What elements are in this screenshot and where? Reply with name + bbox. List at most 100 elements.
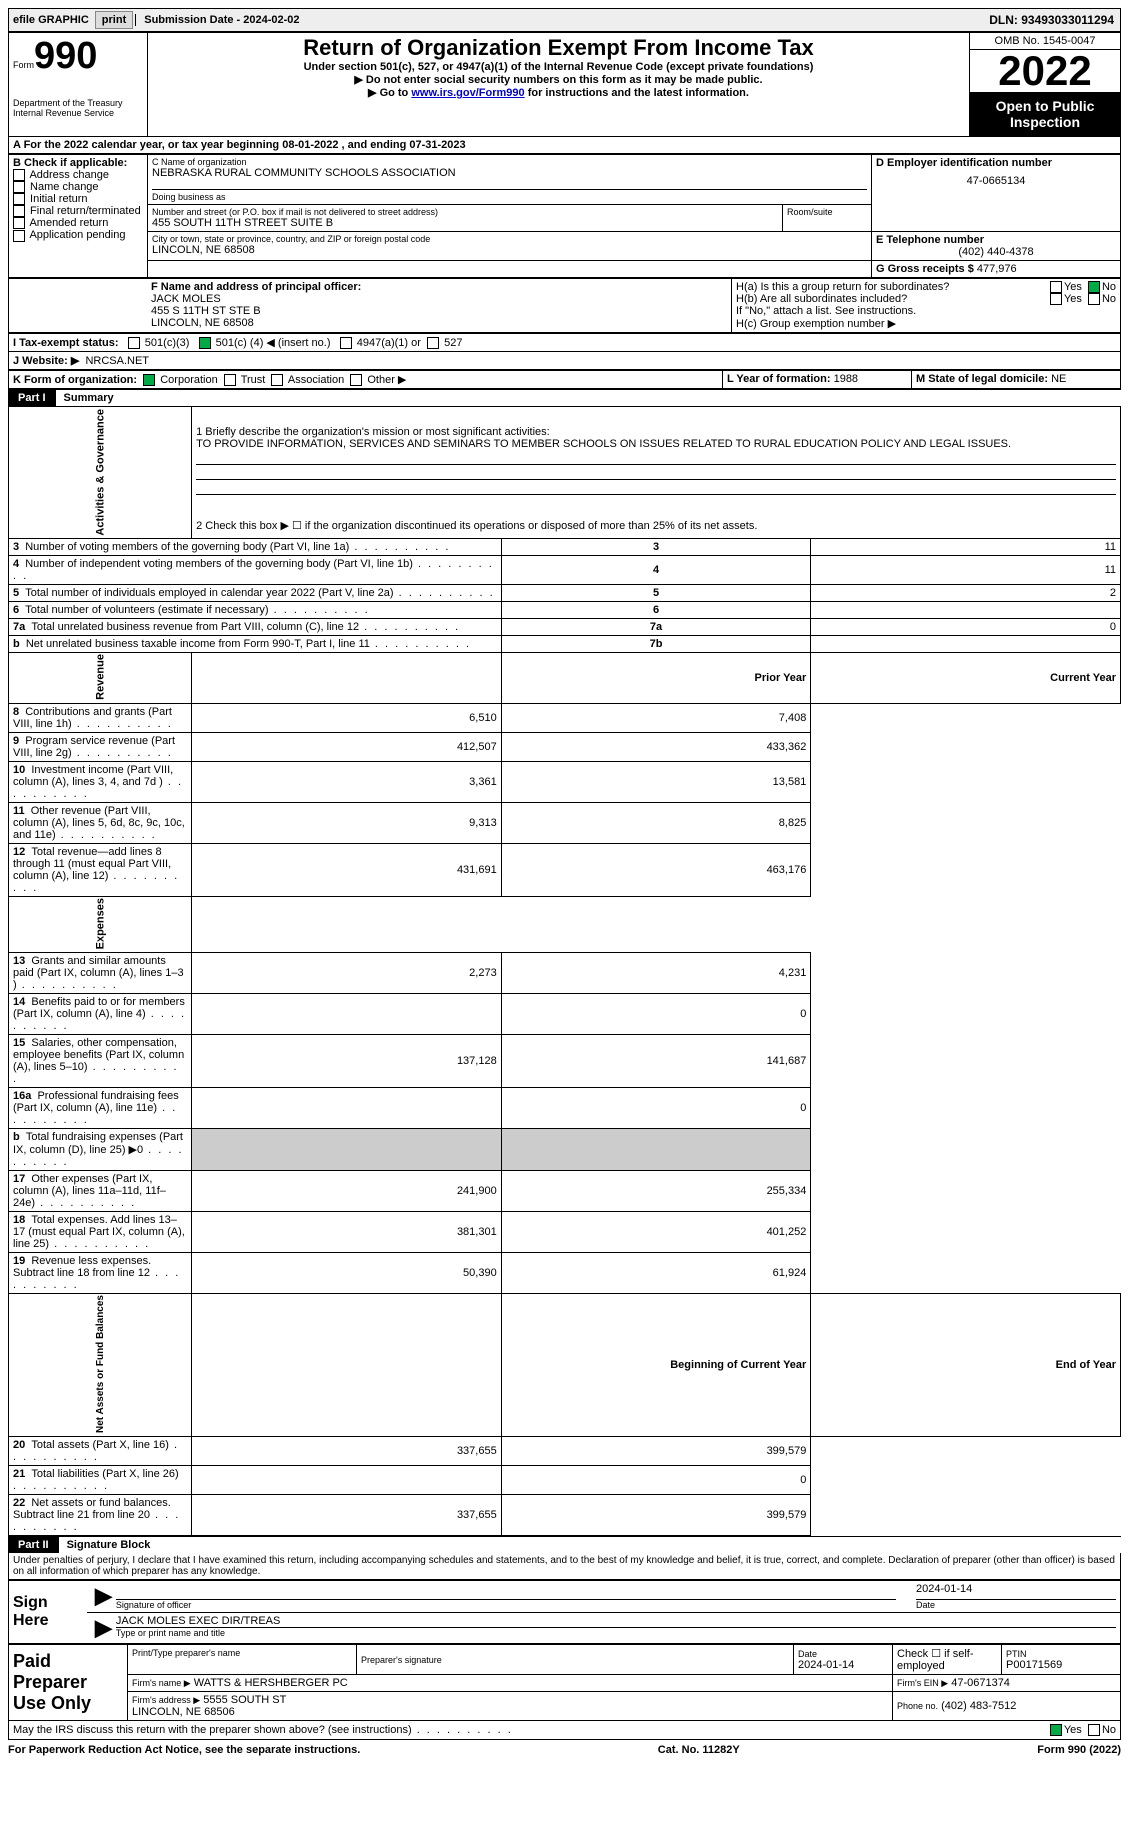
box-j-label: J Website: ▶ (13, 355, 79, 367)
street-address: 455 SOUTH 11TH STREET SUITE B (152, 217, 778, 229)
summary-row: 13 Grants and similar amounts paid (Part… (9, 952, 1121, 993)
org-form-block: K Form of organization: Corporation Trus… (8, 370, 1121, 389)
officer-addr2: LINCOLN, NE 68508 (151, 317, 727, 329)
side-revenue: Revenue (9, 652, 192, 703)
may-irs-row: May the IRS discuss this return with the… (8, 1721, 1121, 1740)
irs-link[interactable]: www.irs.gov/Form990 (411, 87, 524, 99)
dba-label: Doing business as (152, 189, 867, 202)
efile-label: efile GRAPHIC (9, 14, 93, 26)
preparer-block: Paid Preparer Use Only Print/Type prepar… (8, 1644, 1121, 1721)
firm-phone: (402) 483-7512 (941, 1700, 1016, 1712)
tax-year: 2022 (970, 50, 1120, 92)
hb-note: If "No," attach a list. See instructions… (736, 305, 1116, 317)
print-button[interactable]: print (95, 11, 133, 29)
box-b-header: B Check if applicable: (13, 157, 143, 169)
501c-checkbox[interactable] (199, 337, 211, 349)
hb-label: H(b) Are all subordinates included? (736, 293, 1050, 305)
summary-row: 10 Investment income (Part VIII, column … (9, 761, 1121, 802)
officer-print-name: JACK MOLES EXEC DIR/TREAS (116, 1615, 1116, 1628)
summary-row: 14 Benefits paid to or for members (Part… (9, 993, 1121, 1034)
side-expenses: Expenses (9, 896, 192, 952)
q1-label: 1 Briefly describe the organization's mi… (196, 426, 1116, 438)
form-title: Return of Organization Exempt From Incom… (152, 35, 965, 61)
summary-row: 3 Number of voting members of the govern… (9, 538, 1121, 555)
dept-label: Department of the Treasury Internal Reve… (13, 98, 143, 118)
box-e-label: E Telephone number (876, 234, 1116, 246)
ptin-value: P00171569 (1006, 1659, 1116, 1671)
box-k-label: K Form of organization: (13, 374, 137, 386)
org-name: NEBRASKA RURAL COMMUNITY SCHOOLS ASSOCIA… (152, 167, 867, 179)
gross-receipts: 477,976 (977, 263, 1017, 275)
ha-no-checkbox[interactable] (1088, 281, 1100, 293)
501c3-checkbox[interactable] (128, 337, 140, 349)
box-b-item: Final return/terminated (13, 205, 143, 217)
summary-row: 15 Salaries, other compensation, employe… (9, 1034, 1121, 1087)
box-c-label: C Name of organization (152, 157, 867, 167)
form-header: Form990 Department of the Treasury Inter… (8, 32, 1121, 137)
arrow-icon: ▶ (91, 1583, 116, 1610)
firm-name: WATTS & HERSHBERGER PC (194, 1677, 348, 1689)
domicile-state: NE (1051, 373, 1066, 385)
entity-info-block: B Check if applicable: Address change Na… (8, 154, 1121, 278)
submission-date: Submission Date - 2024-02-02 (135, 14, 303, 26)
subtitle-2: ▶ Do not enter social security numbers o… (152, 73, 965, 86)
box-g-label: G Gross receipts $ (876, 263, 974, 275)
summary-row: 7a Total unrelated business revenue from… (9, 618, 1121, 635)
box-f-label: F Name and address of principal officer: (151, 281, 727, 293)
period-row: A For the 2022 calendar year, or tax yea… (8, 137, 1121, 154)
mission-text: TO PROVIDE INFORMATION, SERVICES AND SEM… (196, 438, 1116, 450)
box-b-item: Amended return (13, 217, 143, 229)
hc-label: H(c) Group exemption number ▶ (736, 317, 1116, 330)
form-word: Form (13, 60, 34, 70)
city-value: LINCOLN, NE 68508 (152, 244, 867, 256)
summary-row: 16a Professional fundraising fees (Part … (9, 1087, 1121, 1128)
part1-header: Part I Summary (8, 389, 1121, 406)
summary-row: 5 Total number of individuals employed i… (9, 584, 1121, 601)
box-b-item: Application pending (13, 229, 143, 241)
side-net: Net Assets or Fund Balances (9, 1293, 192, 1436)
summary-row: 9 Program service revenue (Part VIII, li… (9, 732, 1121, 761)
q2-label: 2 Check this box ▶ ☐ if the organization… (192, 513, 1121, 538)
arrow-icon: ▶ (91, 1615, 116, 1641)
form-number: 990 (34, 35, 97, 77)
527-checkbox[interactable] (427, 337, 439, 349)
summary-row: b Net unrelated business taxable income … (9, 635, 1121, 652)
officer-name: JACK MOLES (151, 293, 727, 305)
summary-row: 12 Total revenue—add lines 8 through 11 … (9, 843, 1121, 896)
sign-here-label: Sign Here (9, 1581, 88, 1644)
side-activities: Activities & Governance (9, 407, 192, 539)
room-label: Room/suite (787, 207, 867, 217)
open-public-label: Open to Public Inspection (970, 92, 1120, 136)
4947-checkbox[interactable] (340, 337, 352, 349)
officer-addr1: 455 S 11TH ST STE B (151, 305, 727, 317)
summary-row: 22 Net assets or fund balances. Subtract… (9, 1495, 1121, 1536)
summary-row: 6 Total number of volunteers (estimate i… (9, 601, 1121, 618)
page-footer: For Paperwork Reduction Act Notice, see … (8, 1740, 1121, 1756)
summary-row: 17 Other expenses (Part IX, column (A), … (9, 1170, 1121, 1211)
hb-yes-checkbox[interactable] (1050, 293, 1062, 305)
sig-date: 2024-01-14 (916, 1583, 1116, 1600)
ha-label: H(a) Is this a group return for subordin… (736, 281, 1050, 293)
box-b-item: Address change (13, 169, 143, 181)
box-i-label: I Tax-exempt status: (13, 337, 119, 349)
hb-no-checkbox[interactable] (1088, 293, 1100, 305)
summary-row: 21 Total liabilities (Part X, line 26)0 (9, 1466, 1121, 1495)
part2-header: Part II Signature Block (8, 1536, 1121, 1553)
paid-preparer-label: Paid Preparer Use Only (9, 1645, 128, 1721)
part1-table: Activities & Governance 1 Briefly descri… (8, 406, 1121, 1536)
subtitle-1: Under section 501(c), 527, or 4947(a)(1)… (152, 61, 965, 73)
summary-row: b Total fundraising expenses (Part IX, c… (9, 1128, 1121, 1170)
irs-yes-checkbox[interactable] (1050, 1724, 1062, 1736)
phone-value: (402) 440-4378 (876, 246, 1116, 258)
subtitle-3: ▶ Go to www.irs.gov/Form990 for instruct… (152, 86, 965, 99)
summary-row: 11 Other revenue (Part VIII, column (A),… (9, 802, 1121, 843)
city-label: City or town, state or province, country… (152, 234, 867, 244)
declaration-text: Under penalties of perjury, I declare th… (8, 1553, 1121, 1580)
summary-row: 8 Contributions and grants (Part VIII, l… (9, 703, 1121, 732)
ein-value: 47-0665134 (876, 169, 1116, 193)
summary-row: 20 Total assets (Part X, line 16)337,655… (9, 1437, 1121, 1466)
irs-no-checkbox[interactable] (1088, 1724, 1100, 1736)
ha-yes-checkbox[interactable] (1050, 281, 1062, 293)
signature-block: Sign Here ▶ Signature of officer 2024-01… (8, 1580, 1121, 1644)
summary-row: 4 Number of independent voting members o… (9, 555, 1121, 584)
